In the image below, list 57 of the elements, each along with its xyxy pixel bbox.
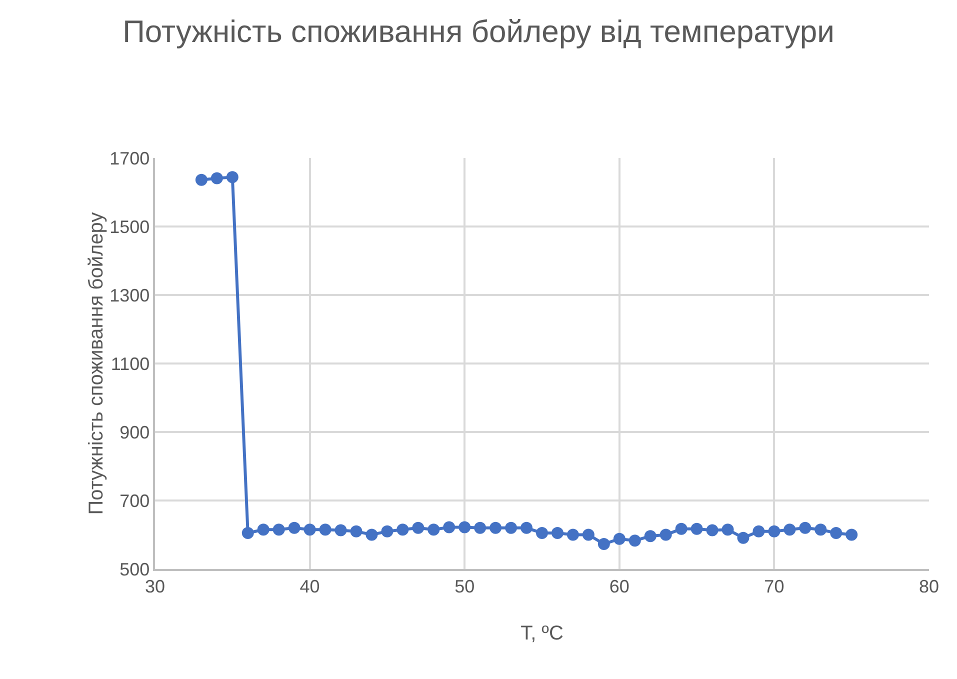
y-tick-label: 1300	[110, 285, 150, 306]
point	[304, 524, 316, 536]
y-tick-label: 900	[120, 422, 150, 442]
point	[443, 521, 456, 534]
point	[737, 532, 750, 544]
point	[799, 522, 812, 534]
point	[428, 524, 440, 536]
point	[598, 538, 610, 550]
point	[257, 524, 270, 536]
point	[366, 528, 378, 541]
point	[784, 524, 796, 536]
x-tick-label: 40	[300, 576, 320, 596]
point	[458, 521, 471, 534]
point	[846, 528, 858, 541]
point	[412, 522, 424, 534]
point	[675, 522, 688, 535]
x-tick-label: 60	[609, 576, 630, 596]
point	[490, 522, 502, 534]
point	[226, 171, 238, 184]
point	[582, 528, 594, 541]
y-tick-label: 1100	[110, 354, 150, 374]
point	[334, 524, 347, 536]
point	[690, 522, 703, 535]
point	[396, 524, 409, 536]
point	[288, 522, 300, 534]
point	[722, 524, 734, 536]
point	[242, 527, 254, 540]
point	[706, 524, 718, 536]
point	[613, 532, 626, 545]
point	[272, 524, 285, 536]
point	[195, 174, 208, 186]
y-tick-label: 700	[120, 490, 150, 511]
x-tick-label: 70	[764, 576, 784, 596]
point	[752, 525, 765, 538]
point	[319, 524, 332, 536]
point	[660, 528, 672, 541]
point	[768, 525, 780, 538]
chart-title: Потужність споживання бойлеру від температури	[122, 14, 834, 50]
point	[644, 530, 656, 542]
x-tick-label: 50	[454, 576, 475, 596]
point	[520, 522, 533, 534]
point	[628, 534, 641, 547]
point	[814, 524, 827, 536]
point	[830, 527, 842, 540]
point	[505, 522, 518, 534]
point	[536, 527, 548, 540]
point	[566, 528, 579, 541]
y-tick-label: 1500	[110, 216, 150, 237]
point	[350, 525, 362, 538]
x-axis-title: T, ºC	[520, 622, 564, 644]
y-axis-title: Потужність споживання бойлеру	[86, 212, 108, 515]
x-tick-label: 80	[918, 576, 940, 596]
point	[210, 172, 223, 184]
point	[474, 522, 486, 534]
point	[381, 525, 394, 538]
point	[551, 527, 564, 540]
y-tick-label: 1700	[110, 148, 150, 168]
